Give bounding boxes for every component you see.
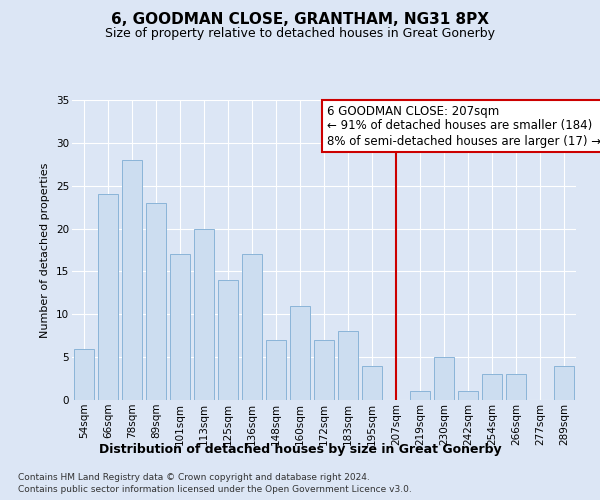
Bar bbox=[218, 280, 238, 400]
Bar bbox=[410, 392, 430, 400]
Bar bbox=[122, 160, 142, 400]
Bar bbox=[434, 357, 454, 400]
Text: Contains public sector information licensed under the Open Government Licence v3: Contains public sector information licen… bbox=[18, 485, 412, 494]
Bar bbox=[362, 366, 382, 400]
Bar bbox=[314, 340, 334, 400]
Bar bbox=[170, 254, 190, 400]
Bar bbox=[74, 348, 94, 400]
Y-axis label: Number of detached properties: Number of detached properties bbox=[40, 162, 50, 338]
Bar bbox=[194, 228, 214, 400]
Bar bbox=[146, 203, 166, 400]
Bar bbox=[290, 306, 310, 400]
Bar bbox=[458, 392, 478, 400]
Bar bbox=[266, 340, 286, 400]
Bar bbox=[98, 194, 118, 400]
Bar bbox=[482, 374, 502, 400]
Bar bbox=[242, 254, 262, 400]
Text: Size of property relative to detached houses in Great Gonerby: Size of property relative to detached ho… bbox=[105, 28, 495, 40]
Text: Contains HM Land Registry data © Crown copyright and database right 2024.: Contains HM Land Registry data © Crown c… bbox=[18, 472, 370, 482]
Text: Distribution of detached houses by size in Great Gonerby: Distribution of detached houses by size … bbox=[98, 442, 502, 456]
Text: 6, GOODMAN CLOSE, GRANTHAM, NG31 8PX: 6, GOODMAN CLOSE, GRANTHAM, NG31 8PX bbox=[111, 12, 489, 28]
Text: 6 GOODMAN CLOSE: 207sqm
← 91% of detached houses are smaller (184)
8% of semi-de: 6 GOODMAN CLOSE: 207sqm ← 91% of detache… bbox=[326, 104, 600, 148]
Bar bbox=[554, 366, 574, 400]
Bar bbox=[506, 374, 526, 400]
Bar bbox=[338, 332, 358, 400]
